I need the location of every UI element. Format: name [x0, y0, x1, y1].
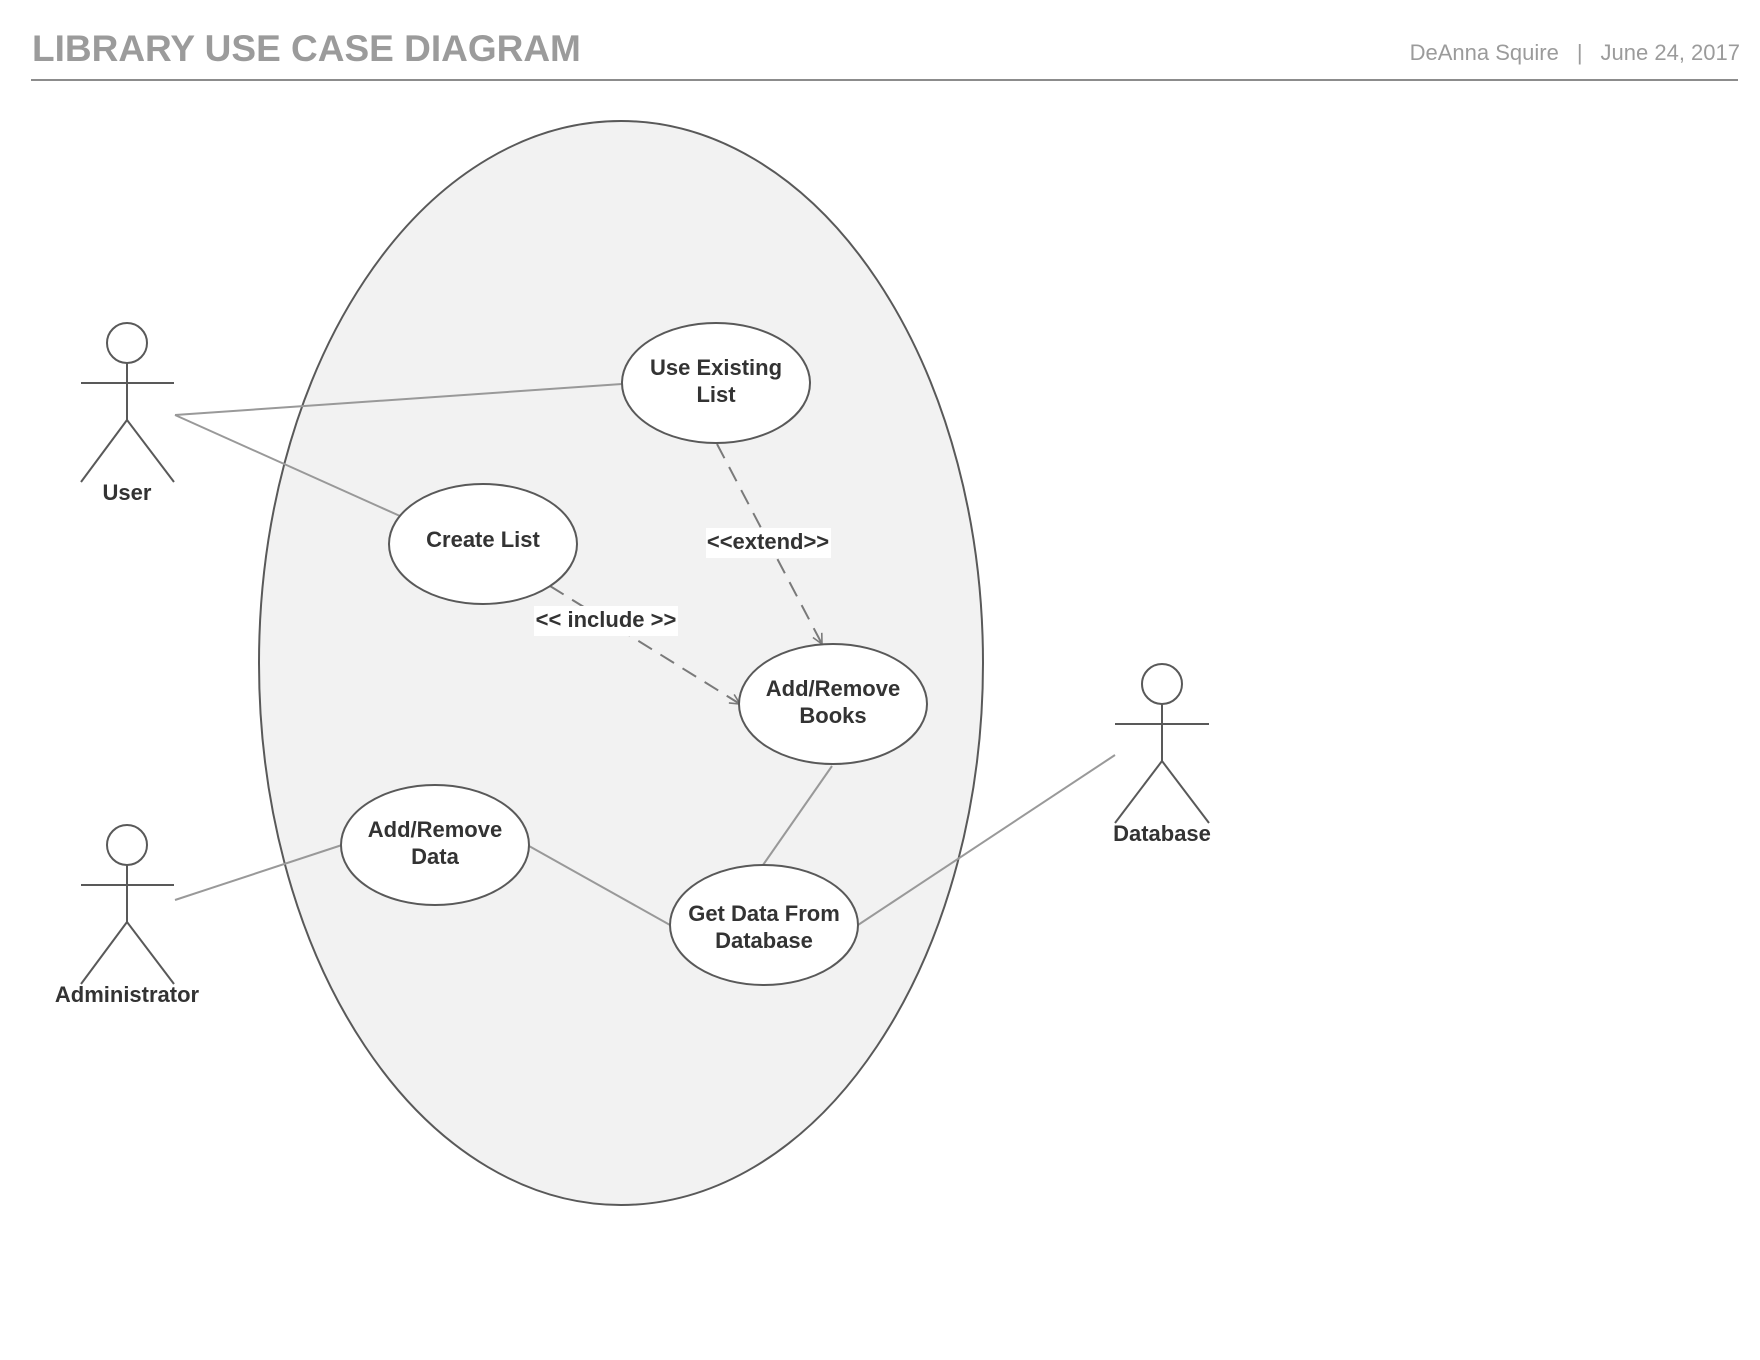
add-remove-books-line-2: Books — [799, 703, 866, 728]
add-remove-books-line-1: Add/Remove — [766, 676, 900, 701]
use-case-get-data-from-database[interactable]: Get Data From Database — [669, 864, 859, 986]
diagram-title: LIBRARY USE CASE DIAGRAM — [32, 28, 581, 69]
header-separator: | — [1576, 40, 1583, 65]
use-existing-list-line-1: Use Existing — [650, 355, 782, 380]
association-user-create-list — [174, 414, 401, 517]
author-name: DeAnna Squire — [1409, 40, 1559, 65]
actor-administrator[interactable] — [80, 824, 175, 985]
include-label: << include >> — [536, 607, 677, 632]
use-case-use-existing-list[interactable]: Use Existing List — [621, 322, 811, 444]
create-list-label: Create List — [426, 527, 540, 552]
association-admin-add-remove-data — [174, 844, 343, 901]
actor-user[interactable] — [80, 322, 175, 483]
actor-user-label: User — [103, 480, 152, 505]
use-case-create-list[interactable]: Create List — [388, 483, 578, 605]
association-get-data-database — [857, 754, 1116, 926]
diagram-date: June 24, 2017 — [1600, 40, 1740, 65]
add-remove-data-line-1: Add/Remove — [368, 817, 502, 842]
administrator-stick-figure-icon — [106, 824, 148, 866]
use-existing-list-line-2: List — [696, 382, 736, 407]
association-user-use-existing-list — [174, 383, 623, 416]
get-data-line-1: Get Data From — [688, 901, 840, 926]
use-case-add-remove-books[interactable]: Add/Remove Books — [738, 643, 928, 765]
use-case-add-remove-data[interactable]: Add/Remove Data — [340, 784, 530, 906]
include-label-bg — [534, 606, 678, 636]
database-stick-figure-icon — [1141, 663, 1183, 705]
header-meta: DeAnna Squire | June 24, 2017 — [1410, 40, 1740, 66]
get-data-line-2: Database — [715, 928, 813, 953]
actor-database[interactable] — [1114, 663, 1210, 824]
include-arrow — [549, 585, 740, 704]
extend-label: <<extend>> — [707, 529, 829, 554]
actor-administrator-label: Administrator — [55, 982, 200, 1007]
association-add-remove-books-get-data — [762, 765, 833, 866]
add-remove-data-line-2: Data — [411, 844, 459, 869]
extend-label-bg — [706, 528, 831, 558]
actor-database-label: Database — [1113, 821, 1211, 846]
header-divider — [31, 79, 1738, 81]
association-add-remove-data-get-data — [528, 845, 671, 926]
user-stick-figure-icon — [106, 322, 148, 364]
